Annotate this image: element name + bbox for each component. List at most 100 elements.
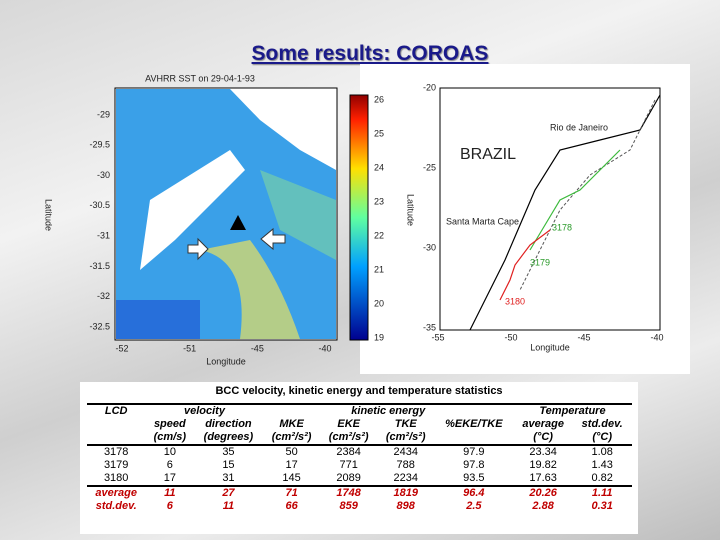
table-cell: (degrees) <box>193 431 264 446</box>
table-cell: 19.82 <box>529 459 557 471</box>
table-cell: 2234 <box>393 472 418 484</box>
table-caption: BCC velocity, kinetic energy and tempera… <box>215 385 503 397</box>
tick-label: 25 <box>374 128 384 138</box>
left-ylabel: Latitude <box>44 199 54 231</box>
table-cell: 1.08 <box>591 446 613 458</box>
table-cell: average <box>522 418 564 430</box>
table-cell: 0.31 <box>591 500 613 512</box>
coastline <box>469 94 661 331</box>
tick-label: -20 <box>423 82 436 92</box>
stats-table: LCD velocity kinetic energy Temperature … <box>86 403 632 513</box>
table-cell: 66 <box>285 500 298 512</box>
left-xlabel: Longitude <box>206 356 246 366</box>
city-label: Rio de Janeiro <box>550 122 608 132</box>
table-cell: 3180 <box>103 472 129 484</box>
land <box>116 89 336 170</box>
tick-label: -29 <box>97 109 110 119</box>
table-cell: 1819 <box>377 485 435 500</box>
tick-label: -51 <box>183 343 196 353</box>
tick-label: -29.5 <box>89 140 110 150</box>
mixed-water <box>260 170 336 260</box>
table-cell: 859 <box>339 500 358 512</box>
table-cell: average <box>86 485 146 500</box>
table-cell: 93.5 <box>463 472 485 484</box>
table-cell: (cm/s) <box>145 431 194 446</box>
tick-label: 22 <box>374 230 384 240</box>
right-ylabel: Latitude <box>406 194 416 226</box>
tick-label: 19 <box>374 332 384 342</box>
table-cell: 35 <box>222 446 235 458</box>
table-cell: 96.4 <box>434 485 514 500</box>
slide-title: Some results: COROAS <box>251 42 489 65</box>
table-cell: 31 <box>222 472 235 484</box>
table-cell: 0.82 <box>591 472 613 484</box>
tick-label: 21 <box>374 264 384 274</box>
table-cell: 145 <box>282 472 301 484</box>
tick-label: -32.5 <box>89 321 110 331</box>
table-cell: 23.34 <box>529 446 557 458</box>
table-cell: 2.88 <box>532 500 554 512</box>
table-cell: 3178 <box>103 446 129 458</box>
table-cell: (°C) <box>572 431 632 446</box>
table-cell: %EKE/TKE <box>445 418 503 430</box>
tick-label: -35 <box>423 322 436 332</box>
table-cell: 50 <box>285 446 298 458</box>
tick-label: -45 <box>577 332 590 342</box>
drifter-label: 3179 <box>530 257 550 267</box>
table-cell: 17 <box>285 459 298 471</box>
tick-label: -55 <box>431 332 444 342</box>
table-cell: 15 <box>222 459 235 471</box>
land-strip <box>140 150 245 270</box>
table-cell: (°C) <box>513 431 573 446</box>
maps: AVHRR SST on 29-04-1-93 Longitude Latitu… <box>43 73 664 367</box>
table-cell: 1.11 <box>572 485 632 500</box>
right-map-frame <box>439 87 661 331</box>
group-header: velocity <box>145 403 264 418</box>
drifter-label: 3178 <box>552 222 572 232</box>
table-cell: 2434 <box>393 446 418 458</box>
tick-label: 23 <box>374 196 384 206</box>
table-cell: 97.8 <box>463 459 485 471</box>
table-cell: 71 <box>263 485 321 500</box>
table-cell: 11 <box>145 485 194 500</box>
table-cell: std.dev. <box>95 500 137 512</box>
tick-label: -30 <box>423 242 436 252</box>
cold-water <box>116 300 200 339</box>
group-header: kinetic energy <box>263 403 514 418</box>
table-cell: (cm²/s²) <box>377 431 435 446</box>
table-panel: BCC velocity, kinetic energy and tempera… <box>80 382 638 534</box>
table-cell: 6 <box>166 459 173 471</box>
tick-label: -31.5 <box>89 261 110 271</box>
arrow-left <box>260 227 286 251</box>
left-map-title: AVHRR SST on 29-04-1-93 <box>145 73 255 83</box>
table-row: std.dev. 6 11 66 859 898 2.5 2.88 0.31 <box>87 500 632 513</box>
right-xlabel: Longitude <box>530 342 570 352</box>
tick-label: -50 <box>504 332 517 342</box>
table-cell: TKE <box>394 418 417 430</box>
table-cell: 20.26 <box>513 485 573 500</box>
group-header: Temperature <box>513 403 632 418</box>
table-cell: 17.63 <box>529 472 557 484</box>
tick-label: -32 <box>97 291 110 301</box>
tick-label: 26 <box>374 94 384 104</box>
table-cell: 1.43 <box>591 459 613 471</box>
table-cell: 27 <box>193 485 264 500</box>
table-cell: (cm²/s²) <box>263 431 321 446</box>
tick-label: -31 <box>97 231 110 241</box>
table-row: 3179 6 15 17 771 788 97.8 19.82 1.43 <box>87 459 632 472</box>
group-header: LCD <box>86 403 146 418</box>
country-label: BRAZIL <box>460 146 516 163</box>
table-cell: 10 <box>163 446 176 458</box>
table-cell: 898 <box>396 500 415 512</box>
tick-label: 24 <box>374 162 384 172</box>
table-cell: 17 <box>163 472 176 484</box>
arrow-right <box>187 237 209 261</box>
tick-label: -40 <box>318 343 331 353</box>
table-cell: EKE <box>337 418 360 430</box>
table-cell: 2.5 <box>466 500 482 512</box>
drifter-label: 3180 <box>505 296 525 306</box>
table-cell: MKE <box>279 418 304 430</box>
table-cell: 6 <box>166 500 173 512</box>
tick-label: 20 <box>374 298 384 308</box>
